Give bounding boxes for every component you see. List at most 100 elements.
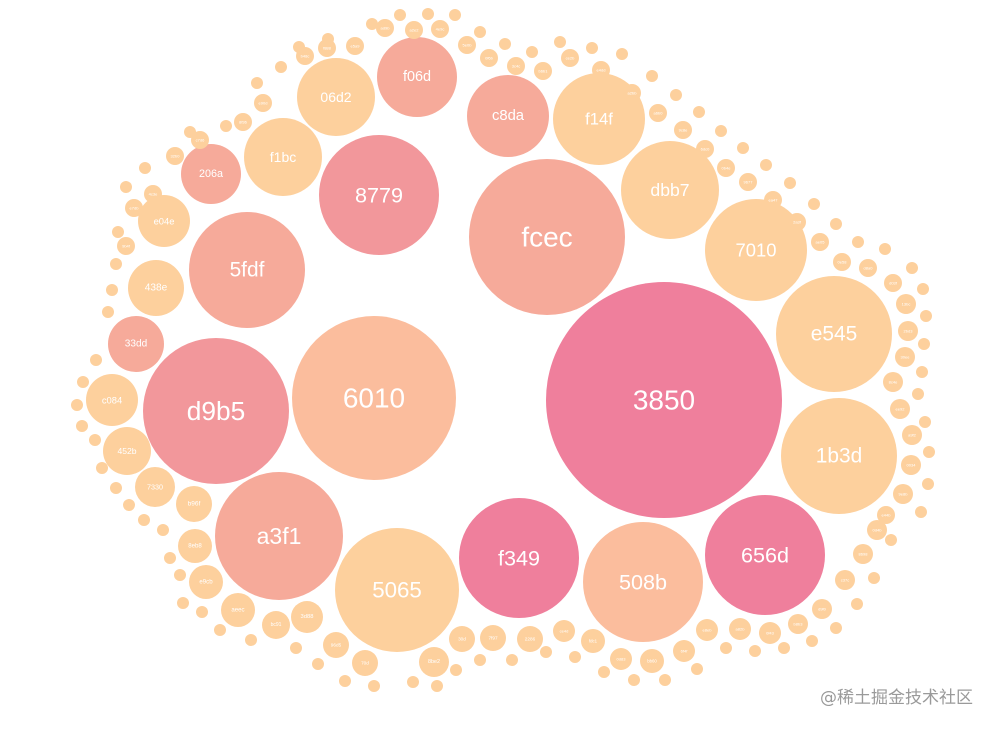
bubble-circle[interactable] xyxy=(867,520,887,540)
bubble-f06d[interactable]: f06d xyxy=(377,37,457,117)
bubble-circle[interactable] xyxy=(729,618,751,640)
bubble-3c4c[interactable]: 3c4c xyxy=(507,57,525,75)
bubble-e90d[interactable]: e90d xyxy=(254,94,272,112)
bubble-circle[interactable] xyxy=(553,73,645,165)
bubble-8698[interactable]: 8698 xyxy=(853,544,873,564)
bubble-e04e[interactable]: e04e xyxy=(138,195,190,247)
bubble-d8a0[interactable]: d8a0 xyxy=(859,259,877,277)
bubble-96d5[interactable]: 96d5 xyxy=(323,632,349,658)
bubble-3850[interactable]: 3850 xyxy=(546,282,782,518)
bubble-a6b0[interactable]: a6b0 xyxy=(649,104,667,122)
bubble-circle[interactable] xyxy=(674,121,692,139)
bubble-9b4f[interactable]: 9b4f xyxy=(117,237,135,255)
bubble-circle[interactable] xyxy=(467,75,549,157)
bubble-circle[interactable] xyxy=(898,321,918,341)
bubble-circle[interactable] xyxy=(696,140,714,158)
bubble-f888[interactable]: f888 xyxy=(318,39,336,57)
bubble-circle[interactable] xyxy=(419,647,449,677)
bubble-d9f0[interactable]: d9f0 xyxy=(812,599,832,619)
bubble-fdc1[interactable]: fdc1 xyxy=(581,629,605,653)
bubble-circle[interactable] xyxy=(717,159,735,177)
bubble-ad9b[interactable]: ad9b xyxy=(376,19,394,37)
bubble-circle[interactable] xyxy=(610,648,632,670)
bubble-5fdf[interactable]: 5fdf xyxy=(189,212,305,328)
bubble-circle[interactable] xyxy=(254,94,272,112)
bubble-70d[interactable]: 70d xyxy=(352,650,378,676)
bubble-8f36[interactable]: 8f36 xyxy=(234,113,252,131)
bubble-circle[interactable] xyxy=(705,199,807,301)
bubble-9c8e[interactable]: 9c8e xyxy=(674,121,692,139)
bubble-circle[interactable] xyxy=(469,159,625,315)
bubble-e5a9[interactable]: e5a9 xyxy=(346,37,364,55)
bubble-circle[interactable] xyxy=(376,19,394,37)
bubble-dbb7[interactable]: dbb7 xyxy=(621,141,719,239)
bubble-a2e2[interactable]: a2e2 xyxy=(405,21,423,39)
bubble-circle[interactable] xyxy=(459,498,579,618)
bubble-8eb8[interactable]: 8eb8 xyxy=(178,529,212,563)
bubble-2286[interactable]: 2286 xyxy=(517,626,543,652)
bubble-circle[interactable] xyxy=(890,399,910,419)
bubble-circle[interactable] xyxy=(291,601,323,633)
bubble-0d4b[interactable]: 0d4b xyxy=(867,520,887,540)
bubble-circle[interactable] xyxy=(144,185,162,203)
bubble-circle[interactable] xyxy=(812,599,832,619)
bubble-circle[interactable] xyxy=(244,118,322,196)
bubble-circle[interactable] xyxy=(128,260,184,316)
bubble-0b4e[interactable]: 0b4e xyxy=(717,159,735,177)
bubble-b48c[interactable]: b48c xyxy=(296,47,314,65)
bubble-circle[interactable] xyxy=(640,649,664,673)
bubble-circle[interactable] xyxy=(86,374,138,426)
bubble-circle[interactable] xyxy=(166,147,184,165)
bubble-circle[interactable] xyxy=(884,274,902,292)
bubble-0f6b[interactable]: 0f6b xyxy=(480,49,498,67)
bubble-circle[interactable] xyxy=(553,620,575,642)
bubble-circle[interactable] xyxy=(788,213,806,231)
bubble-c8da[interactable]: c8da xyxy=(467,75,549,157)
bubble-0034[interactable]: 0034 xyxy=(901,455,921,475)
bubble-circle[interactable] xyxy=(649,104,667,122)
bubble-circle[interactable] xyxy=(262,611,290,639)
bubble-circle[interactable] xyxy=(896,294,916,314)
bubble-b8b3[interactable]: b8b3 xyxy=(788,614,808,634)
bubble-circle[interactable] xyxy=(853,544,873,564)
bubble-7010[interactable]: 7010 xyxy=(705,199,807,301)
bubble-bc91[interactable]: bc91 xyxy=(262,611,290,639)
bubble-a2bb[interactable]: a2bb xyxy=(623,84,641,102)
bubble-circle[interactable] xyxy=(581,629,605,653)
bubble-circle[interactable] xyxy=(883,372,903,392)
bubble-circle[interactable] xyxy=(561,49,579,67)
bubble-circle[interactable] xyxy=(335,528,459,652)
bubble-circle[interactable] xyxy=(215,472,343,600)
bubble-circle[interactable] xyxy=(705,495,825,615)
bubble-ce2b[interactable]: ce2b xyxy=(561,49,579,67)
bubble-8be2[interactable]: 8be2 xyxy=(419,647,449,677)
bubble-438e[interactable]: 438e xyxy=(128,260,184,316)
bubble-circle[interactable] xyxy=(835,570,855,590)
bubble-6dc0[interactable]: 6dc0 xyxy=(696,140,714,158)
bubble-circle[interactable] xyxy=(458,36,476,54)
bubble-206a[interactable]: 206a xyxy=(181,144,241,204)
bubble-bb60[interactable]: bb60 xyxy=(640,649,664,673)
bubble-circle[interactable] xyxy=(178,529,212,563)
bubble-2a3f[interactable]: 2a3f xyxy=(788,213,806,231)
bubble-30d[interactable]: 30d xyxy=(449,626,475,652)
bubble-circle[interactable] xyxy=(125,199,143,217)
bubble-circle[interactable] xyxy=(788,614,808,634)
bubble-4e9c[interactable]: 4e9c xyxy=(431,20,449,38)
bubble-5e0b[interactable]: 5e0b xyxy=(458,36,476,54)
bubble-circle[interactable] xyxy=(117,237,135,255)
bubble-c37c[interactable]: c37c xyxy=(835,570,855,590)
bubble-0f43[interactable]: 0f43 xyxy=(759,622,781,644)
bubble-4c3e[interactable]: 4c3e xyxy=(144,185,162,203)
bubble-circle[interactable] xyxy=(623,84,641,102)
bubble-circle[interactable] xyxy=(583,522,703,642)
bubble-circle[interactable] xyxy=(739,173,757,191)
bubble-fcec[interactable]: fcec xyxy=(469,159,625,315)
bubble-circle[interactable] xyxy=(176,486,212,522)
bubble-7f97[interactable]: 7f97 xyxy=(480,625,506,651)
bubble-d03f[interactable]: d03f xyxy=(884,274,902,292)
bubble-circle[interactable] xyxy=(181,144,241,204)
bubble-circle[interactable] xyxy=(901,455,921,475)
bubble-circle[interactable] xyxy=(108,316,164,372)
bubble-circle[interactable] xyxy=(534,62,552,80)
